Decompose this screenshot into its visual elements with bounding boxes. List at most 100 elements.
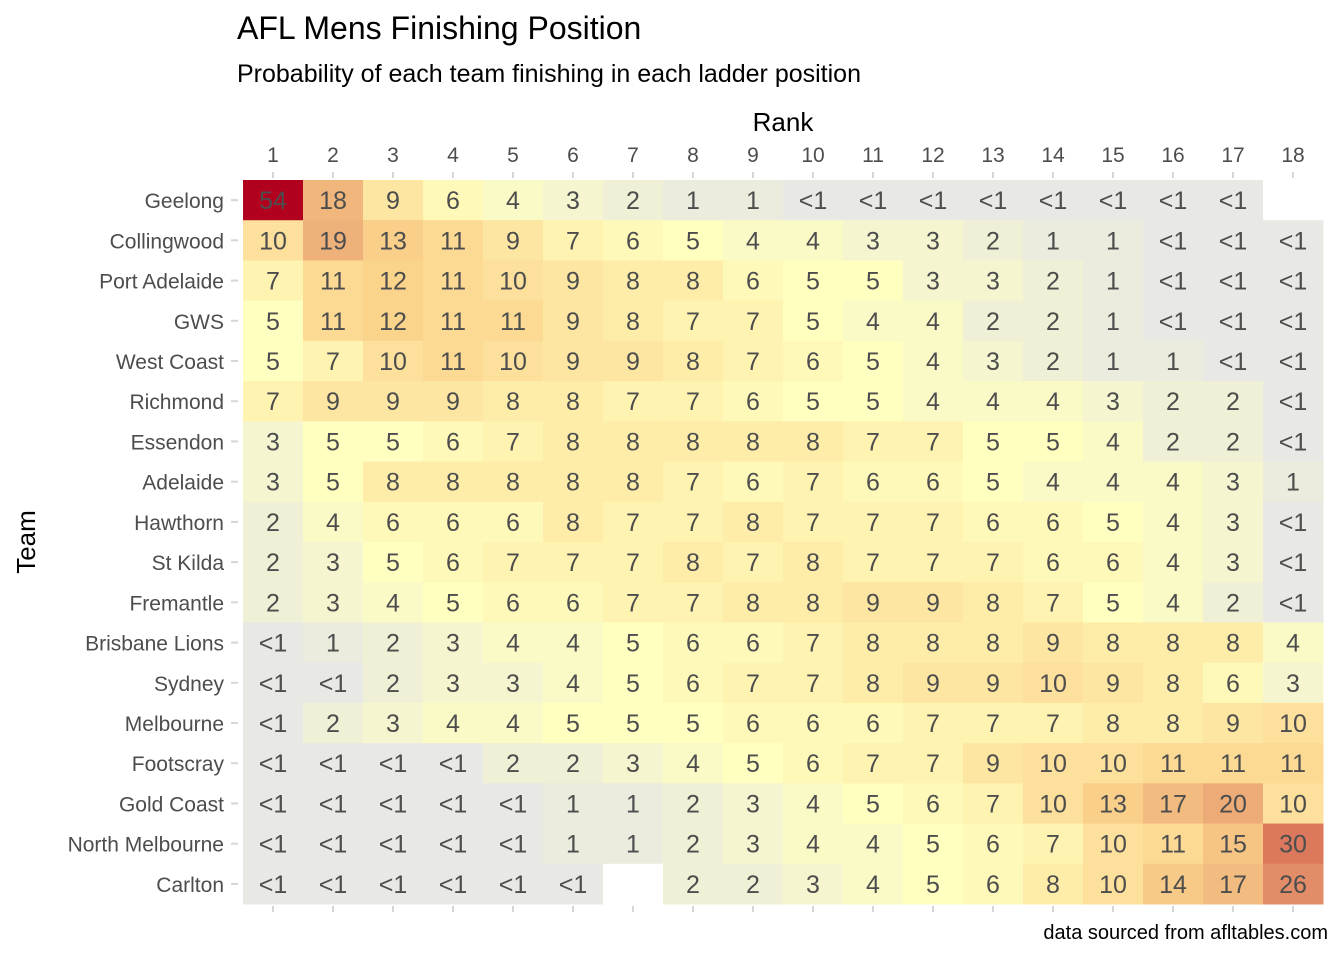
cell-value-label: 4 [446,710,460,738]
heatmap-cell [1083,220,1144,261]
heatmap-cell [483,300,544,342]
heatmap-cell [663,823,724,865]
cell-value-label: 5 [1106,589,1120,617]
heatmap-cell [1083,743,1144,784]
heatmap-cell [423,260,484,302]
cell-value-label: 4 [1166,549,1180,577]
heatmap-cell [1143,542,1204,583]
heatmap-cell [1023,180,1084,221]
heatmap-cell [1263,702,1324,744]
heatmap-cell [243,180,304,221]
heatmap-cell [1203,381,1264,422]
cell-value-label: 8 [746,589,760,617]
cell-value-label: 5 [386,549,400,577]
cell-value-label: 5 [386,428,400,456]
cell-value-label: 7 [326,348,340,376]
cell-value-label: <1 [499,790,528,818]
heatmap-cell [483,582,544,623]
chart-caption: data sourced from afltables.com [1043,922,1328,944]
cell-value-label: 6 [686,630,700,658]
heatmap-cell [303,501,364,543]
cell-value-label: 3 [926,227,940,255]
cell-value-label: 1 [1286,469,1300,497]
cell-value-label: 1 [1106,268,1120,296]
cell-value-label: <1 [259,670,288,698]
cell-value-label: 8 [866,670,880,698]
heatmap-cell [843,702,904,744]
cell-value-label: <1 [1279,428,1308,456]
cell-value-label: 8 [986,630,1000,658]
heatmap-cell [663,662,724,704]
cell-value-label: <1 [379,871,408,899]
cell-value-label: 5 [806,308,820,336]
heatmap-cell [243,783,304,825]
heatmap-cell [1143,300,1204,342]
cell-value-label: 8 [686,268,700,296]
heatmap-cell [363,501,424,543]
cell-value-label: 8 [686,549,700,577]
cell-value-label: 13 [379,227,407,255]
heatmap-cell [243,702,304,744]
heatmap-cell [423,743,484,784]
cell-value-label: <1 [979,187,1008,215]
heatmap-cell [303,622,364,664]
heatmap-cell [483,743,544,784]
heatmap-cell [1203,542,1264,583]
cell-value-label: 4 [686,750,700,778]
heatmap-cell [783,783,844,825]
cell-value-label: 15 [1219,831,1247,859]
heatmap-cell [723,260,784,302]
cell-value-label: 54 [259,187,287,215]
heatmap-cell [1083,381,1144,422]
cell-value-label: 8 [626,428,640,456]
x-tick-label: 8 [687,144,699,167]
heatmap-cell [243,622,304,664]
heatmap-cell [603,260,664,302]
cell-value-label: 2 [1046,348,1060,376]
heatmap-cell [843,662,904,704]
cell-value-label: 7 [806,670,820,698]
cell-value-label: 6 [1046,509,1060,537]
heatmap-cell [783,662,844,704]
heatmap-cell [903,501,964,543]
heatmap-cell [423,622,484,664]
heatmap-cell [903,180,964,221]
heatmap-cell [723,582,784,623]
cell-value-label: 7 [926,509,940,537]
cell-value-label: 7 [1046,831,1060,859]
cell-value-label: 9 [626,348,640,376]
heatmap-cell [1263,783,1324,825]
heatmap-cell [1263,340,1324,382]
cell-value-label: <1 [379,790,408,818]
heatmap-cell [423,823,484,865]
y-tick-label: Sydney [154,673,225,696]
cell-value-label: 3 [326,589,340,617]
cell-value-label: 11 [440,268,466,296]
heatmap-cell [543,823,604,865]
heatmap-cell [843,622,904,664]
cell-value-label: 7 [266,388,280,416]
heatmap-cell [783,702,844,744]
cell-value-label: 6 [1046,549,1060,577]
cell-value-label: 2 [686,871,700,899]
heatmap-cell [723,743,784,784]
heatmap-cell [363,542,424,583]
heatmap-cell [363,863,424,905]
cell-value-label: 3 [1226,509,1240,537]
heatmap-cell [963,461,1024,503]
heatmap-cell [663,340,724,382]
heatmap-cell [903,823,964,865]
cell-value-label: 8 [626,268,640,296]
cell-value-label: 8 [1166,630,1180,658]
heatmap-cell [903,863,964,905]
heatmap-cell [363,702,424,744]
cell-value-label: 6 [446,509,460,537]
y-tick-label: Melbourne [125,713,224,736]
heatmap-cell [843,220,904,261]
heatmap-cell [963,421,1024,463]
cell-value-label: <1 [559,871,588,899]
heatmap-cell [423,582,484,623]
cell-value-label: 1 [746,187,760,215]
heatmap-cell [423,220,484,261]
heatmap-cell [783,501,844,543]
